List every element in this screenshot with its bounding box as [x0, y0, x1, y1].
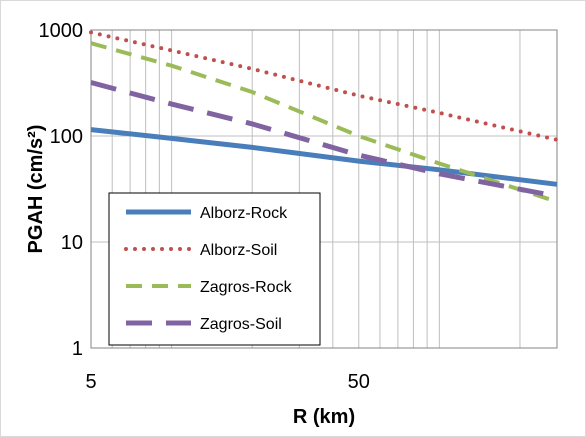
- y-tick-label: 100: [50, 126, 83, 148]
- x-axis-title: R (km): [293, 406, 355, 428]
- legend-label: Zagros-Rock: [200, 279, 293, 296]
- legend-label: Alborz-Rock: [200, 205, 288, 222]
- y-tick-label: 10: [61, 232, 83, 254]
- legend-label: Zagros-Soil: [200, 316, 282, 333]
- y-tick-label: 1: [72, 338, 83, 360]
- x-tick-label: 50: [348, 371, 370, 393]
- series-line-zagros-soil: [90, 80, 558, 199]
- x-tick-label: 5: [85, 371, 96, 393]
- tick-labels: 1 10 100 1000 5 50: [39, 20, 370, 393]
- y-tick-label: 1000: [39, 20, 84, 42]
- series-line-alborz-soil: [89, 30, 559, 142]
- plot-area-border: [90, 29, 558, 349]
- series-layer: [89, 30, 559, 204]
- series-line-alborz-rock: [90, 127, 558, 187]
- legend-box: [108, 192, 321, 346]
- legend: Alborz-Rock Alborz-Soil Zagros-Rock Zagros-…: [108, 192, 321, 346]
- legend-label: Alborz-Soil: [200, 242, 277, 259]
- y-axis-title: PGAH (cm/s²): [25, 125, 47, 254]
